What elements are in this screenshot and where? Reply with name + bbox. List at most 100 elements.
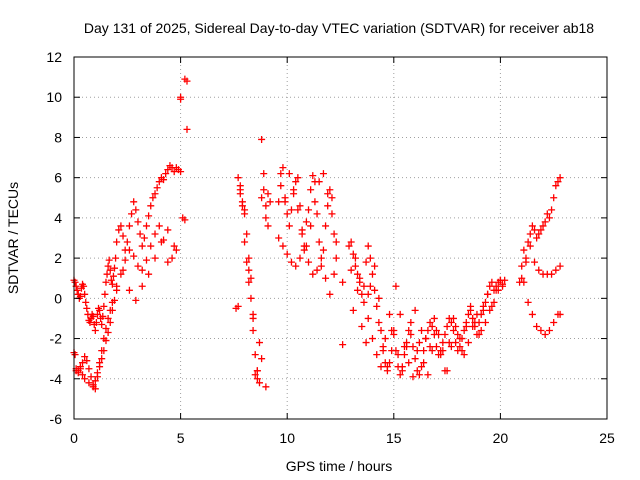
data-point [351,262,359,270]
data-point [324,190,332,198]
data-point [366,254,374,262]
data-point [121,256,129,264]
data-point [287,258,295,266]
data-point [113,282,121,290]
data-point [383,363,391,371]
axis-ticks [73,56,608,420]
data-point [479,306,487,314]
y-tick-label: -4 [50,371,63,387]
data-point [262,202,270,210]
data-point [543,210,551,218]
data-point [89,312,97,320]
data-point [99,312,107,320]
data-point [432,343,440,351]
data-point [83,304,91,312]
data-point [409,373,417,381]
data-point [377,327,385,335]
data-point [533,322,541,330]
data-point [83,357,91,365]
data-point [309,172,317,180]
data-point [170,168,178,176]
data-point [319,246,327,254]
data-point [407,318,415,326]
data-point [79,371,87,379]
data-point [96,359,104,367]
data-point [326,290,334,298]
data-point [234,302,242,310]
data-point [426,343,434,351]
data-point [140,234,148,242]
grid-lines [74,57,607,419]
data-point [307,186,315,194]
data-point [100,302,108,310]
data-point [330,270,338,278]
data-point [524,238,532,246]
data-point [407,331,415,339]
data-point [285,222,293,230]
data-point [441,331,449,339]
data-point [74,367,82,375]
data-point [396,310,404,318]
data-point [247,294,255,302]
data-point [130,252,138,260]
data-point [134,218,142,226]
data-point [76,292,84,300]
data-point [358,290,366,298]
data-point [138,242,146,250]
data-point [360,298,368,306]
y-tick-label: 2 [54,250,62,266]
data-point [332,238,340,246]
data-point [142,256,150,264]
data-point [550,318,558,326]
data-point [147,202,155,210]
data-point [130,198,138,206]
data-point [364,314,372,322]
data-point [112,254,120,262]
data-point [258,135,266,143]
data-point [177,95,185,103]
data-point [245,266,253,274]
data-point [388,327,396,335]
data-point [81,375,89,383]
data-point [283,210,291,218]
data-point [249,327,257,335]
data-point [82,298,90,306]
data-point [311,198,319,206]
data-point [535,266,543,274]
data-point [347,266,355,274]
data-point [443,322,451,330]
data-point [460,327,468,335]
data-point [113,238,121,246]
data-point [128,210,136,218]
data-point [475,331,483,339]
data-point [302,242,310,250]
data-point [183,125,191,133]
data-point [405,359,413,367]
y-axis-label: SDTVAR / TECUs [5,182,21,294]
data-point [145,270,153,278]
data-point [249,310,257,318]
data-point [111,264,119,272]
data-point [277,182,285,190]
data-point [241,206,249,214]
data-point [409,343,417,351]
data-point [81,290,89,298]
data-point [138,282,146,290]
data-point [322,222,330,230]
data-point [537,327,545,335]
y-tick-label: -6 [50,411,63,427]
data-point [550,194,558,202]
data-point [339,341,347,349]
data-point [264,222,272,230]
data-point [400,343,408,351]
data-point [430,314,438,322]
data-point [98,347,106,355]
data-point [422,335,430,343]
data-point [315,178,323,186]
data-point [368,335,376,343]
data-point [101,290,109,298]
plot-frame [73,56,608,420]
data-point [490,298,498,306]
